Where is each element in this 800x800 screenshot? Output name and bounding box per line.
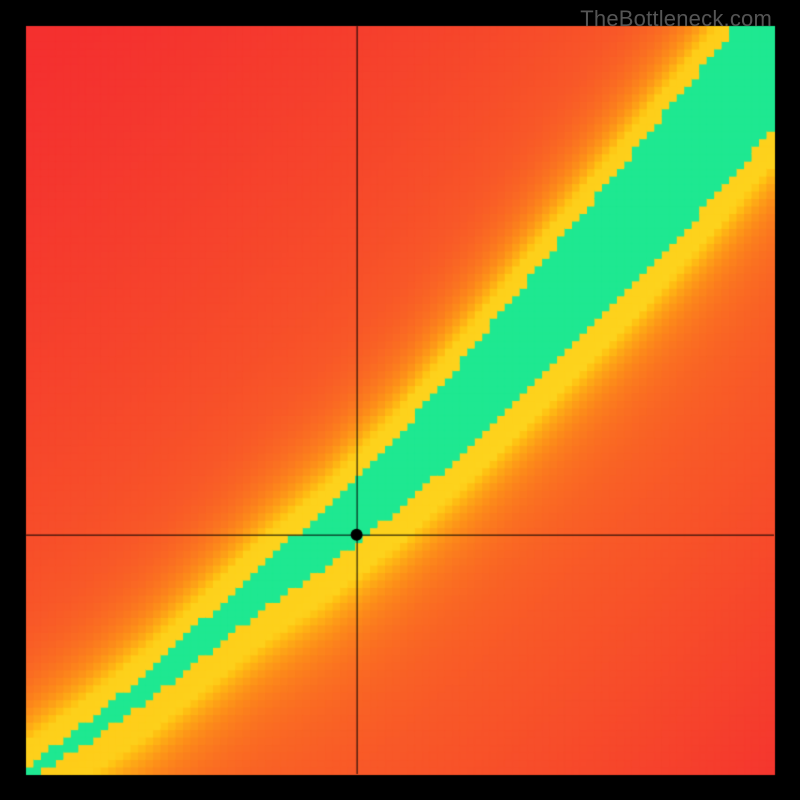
bottleneck-heatmap: { "watermark": { "text": "TheBottleneck.… xyxy=(0,0,800,800)
heatmap-canvas xyxy=(0,0,800,800)
